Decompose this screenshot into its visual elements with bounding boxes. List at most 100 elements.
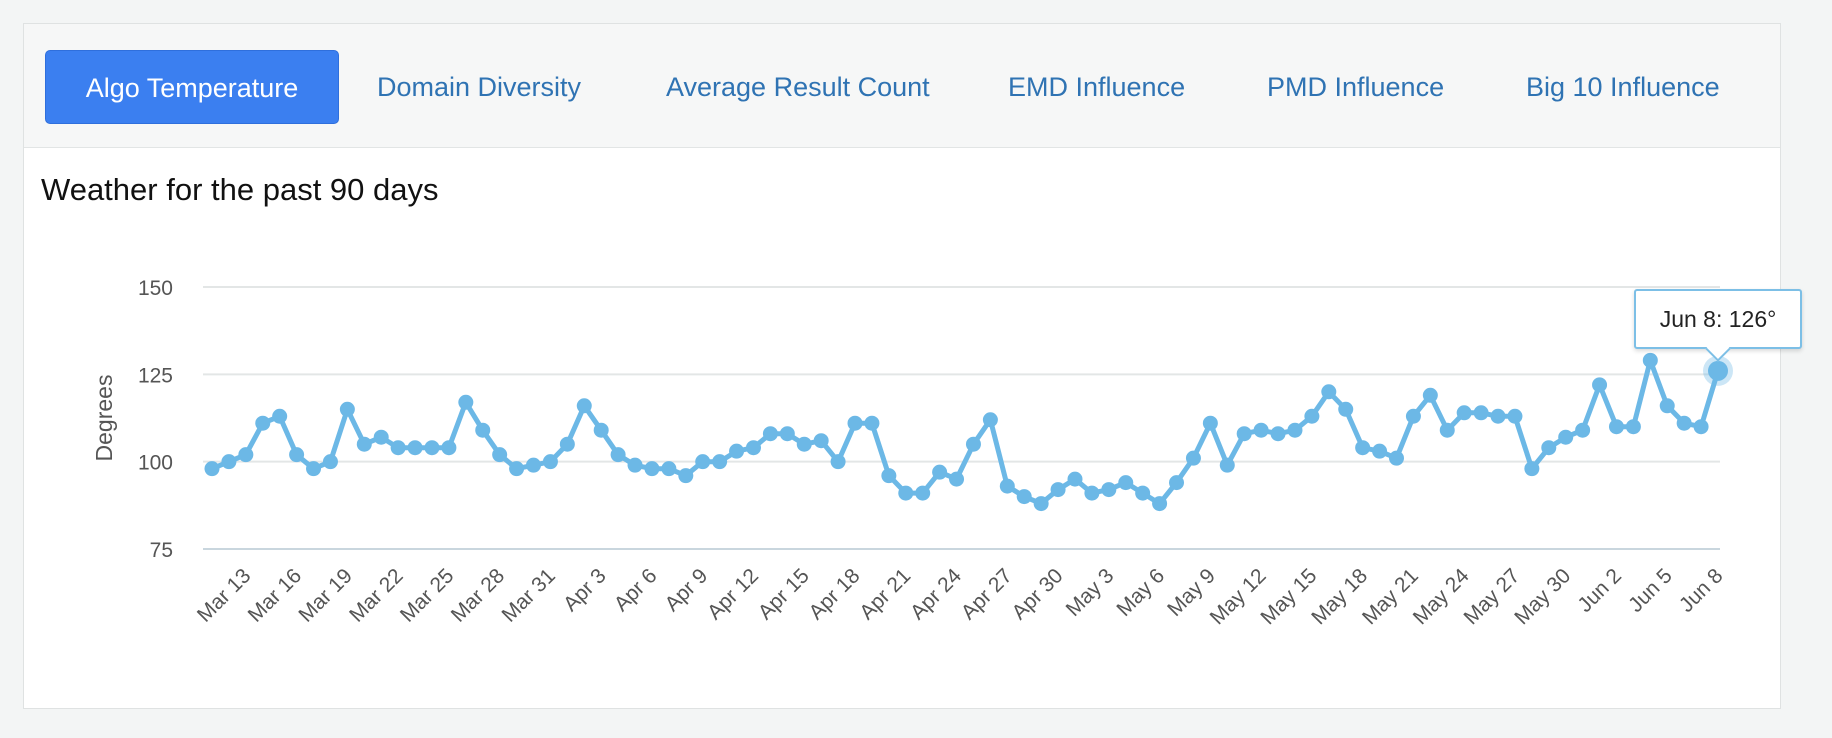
data-point[interactable]	[915, 485, 931, 501]
data-point[interactable]	[1118, 475, 1134, 491]
data-point[interactable]	[1642, 352, 1658, 368]
data-point[interactable]	[1473, 405, 1489, 421]
data-point[interactable]	[982, 412, 998, 428]
data-point[interactable]	[1708, 360, 1728, 381]
data-point[interactable]	[322, 454, 338, 470]
data-point[interactable]	[949, 471, 965, 487]
data-point[interactable]	[1050, 482, 1066, 498]
data-point[interactable]	[441, 440, 457, 456]
data-point[interactable]	[1067, 471, 1083, 487]
data-point[interactable]	[593, 422, 609, 438]
data-point[interactable]	[610, 447, 626, 463]
data-point[interactable]	[999, 478, 1015, 494]
tab-big-10-influence[interactable]: Big 10 Influence	[1526, 72, 1720, 102]
data-point[interactable]	[390, 440, 406, 456]
data-point[interactable]	[526, 457, 542, 473]
data-point[interactable]	[779, 426, 795, 442]
data-point[interactable]	[238, 447, 254, 463]
data-point[interactable]	[1202, 415, 1218, 431]
data-point[interactable]	[1405, 408, 1421, 424]
data-point[interactable]	[661, 461, 677, 477]
data-point[interactable]	[1338, 401, 1354, 417]
data-point[interactable]	[1693, 419, 1709, 435]
data-point[interactable]	[1676, 415, 1692, 431]
data-point[interactable]	[1236, 426, 1252, 442]
data-point[interactable]	[847, 415, 863, 431]
data-point[interactable]	[289, 447, 305, 463]
data-point[interactable]	[542, 454, 558, 470]
data-point[interactable]	[1490, 408, 1506, 424]
data-point[interactable]	[1033, 496, 1049, 512]
data-point[interactable]	[932, 464, 948, 480]
x-tick-label: May 12	[1206, 564, 1271, 629]
data-point[interactable]	[762, 426, 778, 442]
data-point[interactable]	[1456, 405, 1472, 421]
tab-algo-temperature[interactable]: Algo Temperature	[45, 50, 339, 124]
x-tick-label: Jun 8	[1675, 564, 1728, 617]
data-point[interactable]	[1084, 485, 1100, 501]
data-point[interactable]	[221, 454, 237, 470]
data-point[interactable]	[1575, 422, 1591, 438]
data-point[interactable]	[1135, 485, 1151, 501]
data-point[interactable]	[407, 440, 423, 456]
data-point[interactable]	[509, 461, 525, 477]
data-point[interactable]	[1219, 457, 1235, 473]
data-point[interactable]	[373, 429, 389, 445]
data-point[interactable]	[1304, 408, 1320, 424]
data-point[interactable]	[1270, 426, 1286, 442]
data-point[interactable]	[1253, 422, 1269, 438]
data-point[interactable]	[272, 408, 288, 424]
data-point[interactable]	[627, 457, 643, 473]
data-point[interactable]	[1101, 482, 1117, 498]
tab-average-result-count[interactable]: Average Result Count	[666, 72, 930, 102]
data-point[interactable]	[813, 433, 829, 449]
data-point[interactable]	[678, 468, 694, 484]
tab-domain-diversity[interactable]: Domain Diversity	[377, 72, 582, 102]
data-point[interactable]	[1355, 440, 1371, 456]
data-point[interactable]	[712, 454, 728, 470]
data-point[interactable]	[1625, 419, 1641, 435]
data-point[interactable]	[1388, 450, 1404, 466]
data-point[interactable]	[1152, 496, 1168, 512]
data-point[interactable]	[1558, 429, 1574, 445]
data-point[interactable]	[1321, 384, 1337, 400]
data-point[interactable]	[729, 443, 745, 459]
data-point[interactable]	[339, 401, 355, 417]
data-point[interactable]	[458, 394, 474, 410]
data-point[interactable]	[1541, 440, 1557, 456]
data-point[interactable]	[1439, 422, 1455, 438]
tab-pmd-influence[interactable]: PMD Influence	[1267, 72, 1445, 102]
data-point[interactable]	[576, 398, 592, 414]
data-point[interactable]	[864, 415, 880, 431]
data-point[interactable]	[492, 447, 508, 463]
data-point[interactable]	[898, 485, 914, 501]
data-point[interactable]	[644, 461, 660, 477]
data-point[interactable]	[965, 436, 981, 452]
data-point[interactable]	[255, 415, 271, 431]
data-point[interactable]	[475, 422, 491, 438]
data-point[interactable]	[881, 468, 897, 484]
data-point[interactable]	[1659, 398, 1675, 414]
data-point[interactable]	[1185, 450, 1201, 466]
data-point[interactable]	[559, 436, 575, 452]
data-point[interactable]	[1422, 387, 1438, 403]
data-point[interactable]	[306, 461, 322, 477]
data-point[interactable]	[356, 436, 372, 452]
data-point[interactable]	[1592, 377, 1608, 393]
data-point[interactable]	[745, 440, 761, 456]
tab-emd-influence[interactable]: EMD Influence	[1008, 72, 1186, 102]
tooltip-text: Jun 8: 126°	[1659, 305, 1777, 332]
data-point[interactable]	[830, 454, 846, 470]
data-point[interactable]	[1016, 489, 1032, 505]
y-tick-label: 125	[138, 364, 173, 387]
data-point[interactable]	[796, 436, 812, 452]
data-point[interactable]	[1372, 443, 1388, 459]
data-point[interactable]	[1287, 422, 1303, 438]
data-point[interactable]	[424, 440, 440, 456]
data-point[interactable]	[204, 461, 220, 477]
data-point[interactable]	[1169, 475, 1185, 491]
data-point[interactable]	[1608, 419, 1624, 435]
data-point[interactable]	[1507, 408, 1523, 424]
data-point[interactable]	[695, 454, 711, 470]
data-point[interactable]	[1524, 461, 1540, 477]
